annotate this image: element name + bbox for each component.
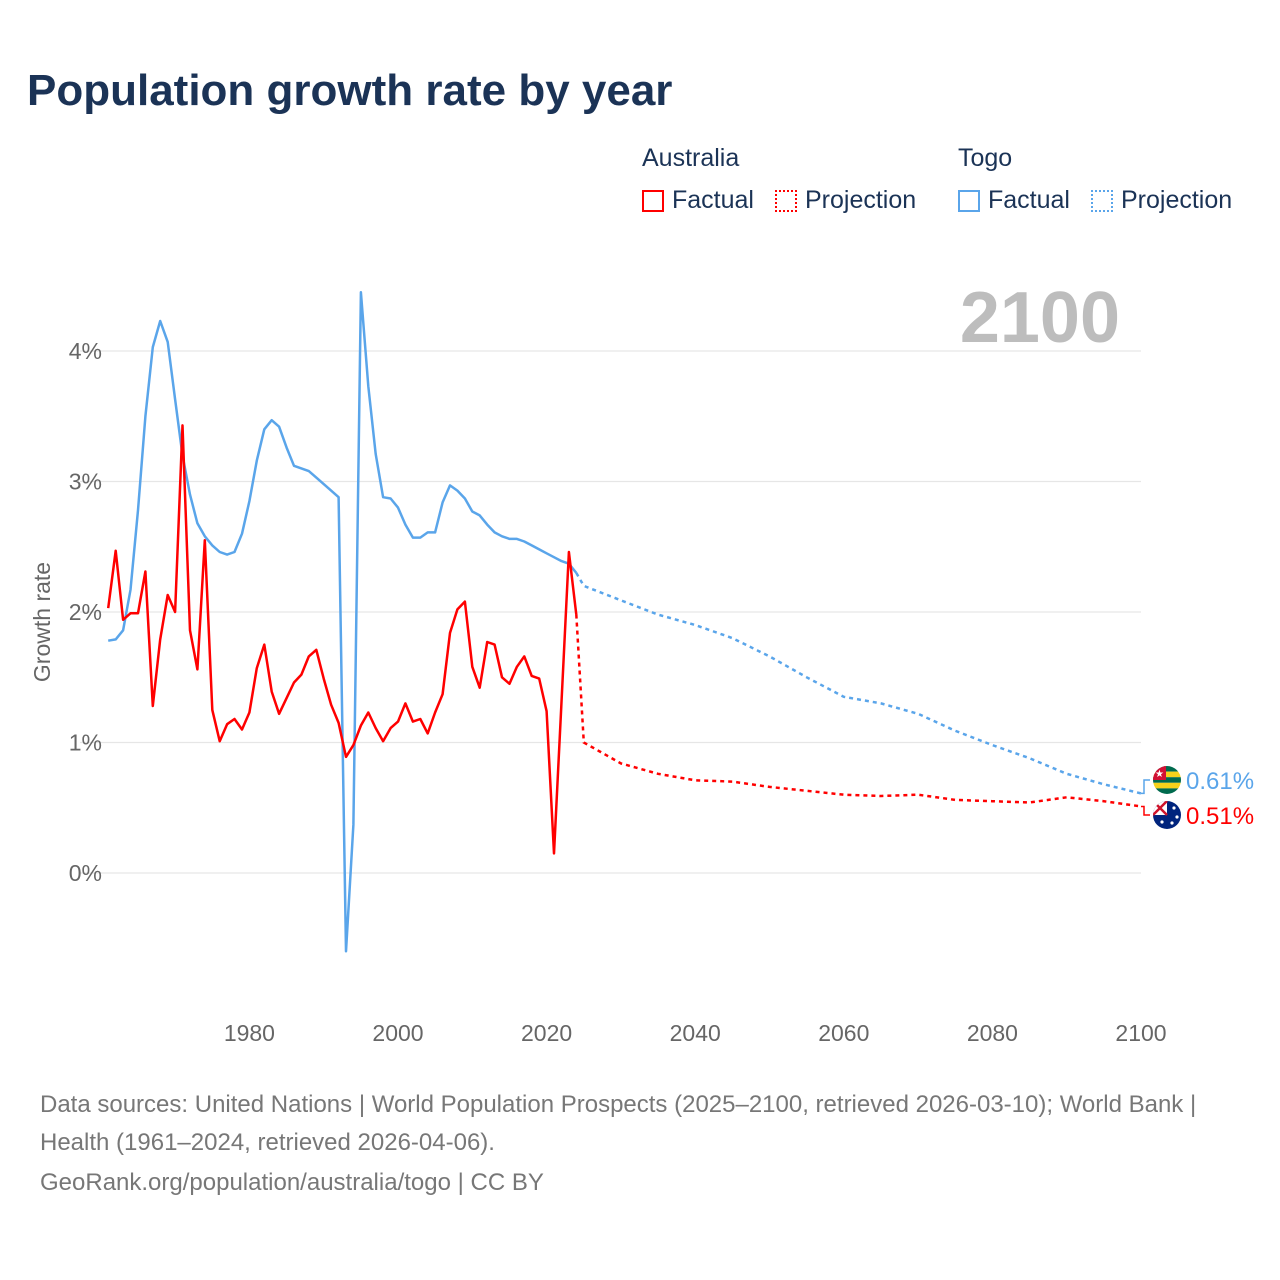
x-tick-label: 1980 [224,1020,275,1046]
australia-flag-icon [1153,801,1181,829]
legend-group-australia: Australia [642,144,740,172]
australia-end-value: 0.51% [1186,803,1254,830]
flag-stripe [1153,771,1181,778]
flag-stripe [1153,782,1181,789]
y-tick-label: 0% [69,860,102,886]
y-tick-label: 3% [69,469,102,495]
data-sources: Data sources: United Nations | World Pop… [40,1091,1197,1156]
legend-australia-factual[interactable]: Factual [642,186,754,215]
x-tick-label: 2020 [521,1020,572,1046]
x-tick-label: 2000 [372,1020,423,1046]
flag-stripe [1153,788,1181,794]
legend-togo-factual[interactable]: Factual [958,186,1070,215]
australia-projection-line [575,614,1142,808]
togo-flag-icon: ★ [1153,766,1181,794]
legend-togo-projection[interactable]: Projection [1091,186,1232,215]
year-display: 2100 [960,278,1120,358]
legend-group-togo: Togo [958,144,1013,172]
legend-label: Projection [805,186,917,214]
y-tick-label: 2% [69,599,102,625]
togo-end-connector [1141,779,1150,795]
flag-stripe [1153,777,1181,783]
legend-swatch-dotted [1091,189,1113,212]
flag-star [1170,821,1174,825]
legend-label: Factual [672,186,754,214]
x-tick-label: 2100 [1115,1020,1166,1046]
togo-flag-body: ★ [1153,766,1181,794]
flag-star [1172,806,1176,810]
legend-swatch-solid [642,189,664,212]
flag-star [1175,815,1179,819]
australia-flag-body [1153,801,1181,829]
legend-australia-projection[interactable]: Projection [775,186,916,215]
y-axis-label: Growth rate [29,562,55,682]
australia-factual-line [106,424,578,855]
togo-projection-line [575,572,1142,795]
star-icon: ★ [1155,769,1164,780]
y-tick-label: 1% [69,730,102,756]
x-tick-label: 2080 [967,1020,1018,1046]
legend-label: Factual [988,186,1070,214]
legend-swatch-solid [958,189,980,212]
credit-link[interactable]: GeoRank.org/population/australia/togo | … [40,1169,544,1196]
togo-end-value: 0.61% [1186,768,1254,795]
legend-swatch-dotted [775,189,797,212]
chart-title: Population growth rate by year [27,66,673,115]
australia-end-connector [1141,805,1150,816]
x-tick-label: 2060 [818,1020,869,1046]
x-tick-label: 2040 [670,1020,721,1046]
flag-star [1160,820,1164,824]
y-tick-label: 4% [69,338,102,364]
legend-label: Projection [1121,186,1233,214]
flag-stripe [1153,766,1181,772]
togo-factual-line [107,291,578,953]
